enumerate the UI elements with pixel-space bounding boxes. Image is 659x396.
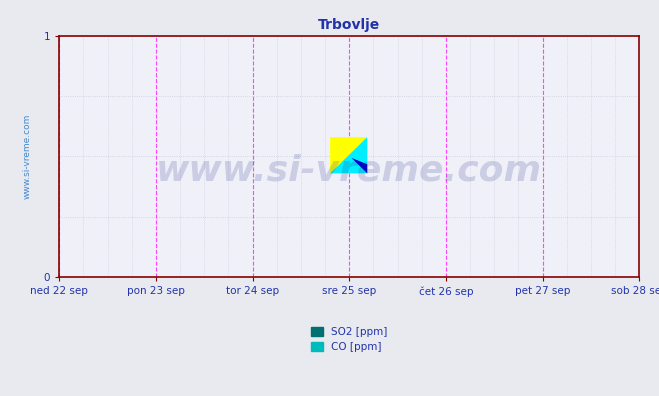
Polygon shape xyxy=(351,158,367,173)
Polygon shape xyxy=(330,137,367,173)
Legend: SO2 [ppm], CO [ppm]: SO2 [ppm], CO [ppm] xyxy=(306,323,392,356)
Text: www.si-vreme.com: www.si-vreme.com xyxy=(156,154,542,188)
Polygon shape xyxy=(330,137,367,173)
Text: www.si-vreme.com: www.si-vreme.com xyxy=(23,114,32,199)
Title: Trbovlje: Trbovlje xyxy=(318,18,380,32)
